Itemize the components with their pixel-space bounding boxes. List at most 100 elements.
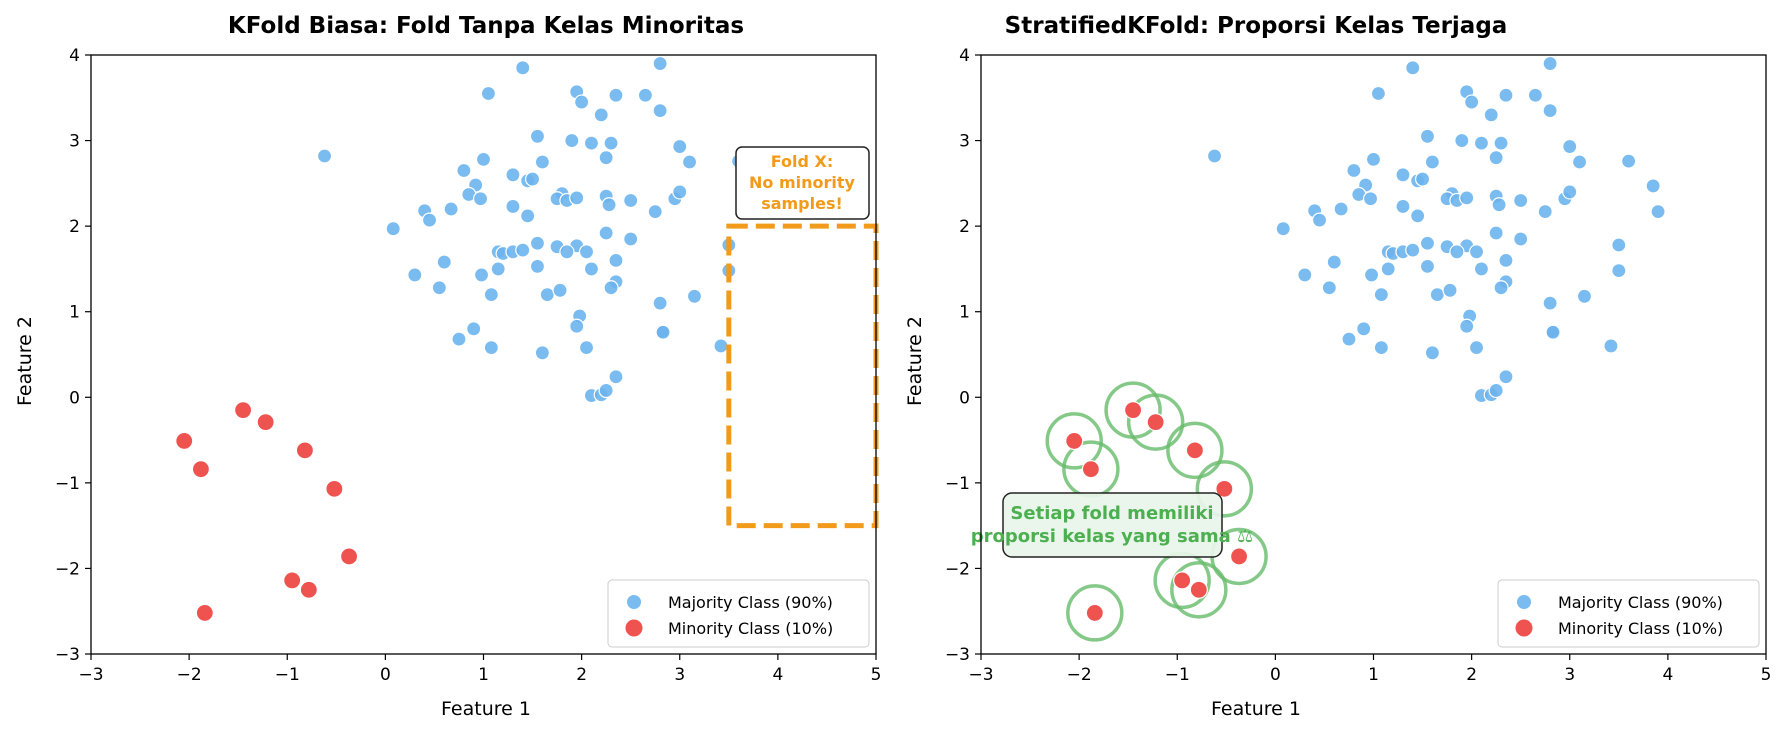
left-y-axis-label: Feature 2 bbox=[14, 316, 36, 406]
right-minority-point bbox=[1229, 547, 1249, 566]
fold-x-annotation-line: samples! bbox=[761, 194, 843, 213]
right-majority-point bbox=[1365, 151, 1382, 167]
left-majority-point bbox=[385, 221, 401, 237]
right-minority-point bbox=[1123, 401, 1143, 420]
right-legend-box bbox=[1497, 579, 1760, 648]
left-legend-minority-label: Minority Class (10%) bbox=[668, 619, 833, 638]
left-majority-point bbox=[672, 138, 688, 155]
left-minority-point bbox=[195, 603, 214, 623]
right-majority-point bbox=[1395, 167, 1411, 183]
right-majority-point bbox=[1297, 267, 1313, 283]
right-minority-point bbox=[1185, 441, 1205, 460]
right-majority-point bbox=[1488, 150, 1504, 166]
left-y-tick-label: 4 bbox=[69, 46, 80, 66]
right-chart-title: StratifiedKFold: Proporsi Kelas Terjaga bbox=[1005, 13, 1508, 39]
right-majority-point bbox=[1405, 242, 1421, 258]
right-majority-point bbox=[1419, 235, 1436, 251]
right-majority-point bbox=[1326, 254, 1342, 270]
right-majority-point bbox=[1311, 212, 1328, 228]
left-y-tick-label: 0 bbox=[69, 388, 80, 408]
left-panel: KFold Biasa: Fold Tanpa Kelas Minoritas … bbox=[14, 13, 881, 720]
left-legend-minority-marker bbox=[625, 619, 643, 637]
left-majority-point bbox=[421, 212, 438, 228]
right-majority-point bbox=[1405, 60, 1421, 76]
left-plot-area: −3 −2 −1 0 1 2 3 4 5 −3 −2 −1 0 1 2 3 4 Fold X: No minorit… bbox=[55, 46, 881, 685]
right-majority-point bbox=[1483, 107, 1499, 123]
right-majority-point bbox=[1468, 340, 1485, 356]
left-legend-majority-label: Majority Class (90%) bbox=[668, 593, 833, 612]
right-majority-point bbox=[1611, 237, 1627, 253]
left-majority-point bbox=[529, 235, 546, 251]
right-legend-minority-marker bbox=[1515, 619, 1533, 637]
right-minority-point bbox=[1215, 479, 1234, 498]
right-majority-point bbox=[1473, 135, 1490, 151]
left-majority-point bbox=[603, 280, 619, 296]
right-x-tick-label: 1 bbox=[1368, 665, 1379, 685]
left-majority-point bbox=[534, 345, 550, 361]
left-y-tick-label: −2 bbox=[55, 559, 80, 579]
left-minority-point bbox=[299, 580, 318, 599]
left-majority-point bbox=[593, 107, 609, 123]
left-y-tick-label: −1 bbox=[55, 474, 80, 494]
left-minority-point bbox=[295, 441, 315, 460]
left-legend-majority-marker bbox=[627, 595, 641, 609]
left-majority-point bbox=[483, 340, 499, 356]
right-plot-area: −3 −2 −1 0 1 2 3 4 5 −3 −2 −1 0 1 2 3 4 Setiap fold memil… bbox=[945, 46, 1771, 685]
right-majority-point bbox=[1488, 382, 1504, 399]
right-majority-point bbox=[1321, 280, 1337, 296]
minority-highlight-ring bbox=[1195, 460, 1254, 518]
left-axes-frame bbox=[90, 54, 877, 655]
left-majority-point bbox=[407, 267, 423, 283]
left-majority-point bbox=[529, 128, 546, 144]
left-majority-point bbox=[655, 324, 671, 340]
left-majority-point bbox=[456, 162, 472, 179]
left-minority-point bbox=[256, 413, 275, 432]
left-chart-title: KFold Biasa: Fold Tanpa Kelas Minoritas bbox=[228, 13, 744, 39]
right-y-tick-label: −3 bbox=[945, 645, 970, 665]
left-x-tick-label: 2 bbox=[576, 665, 587, 685]
left-majority-point bbox=[552, 282, 568, 298]
right-majority-point bbox=[1206, 148, 1223, 164]
right-y-axis-label: Feature 2 bbox=[904, 316, 926, 406]
left-majority-point bbox=[443, 201, 459, 217]
right-minority-point bbox=[1065, 431, 1084, 451]
fold-x-dashed-box bbox=[726, 223, 879, 529]
right-majority-point bbox=[1346, 162, 1362, 179]
right-x-tick-label: −1 bbox=[1165, 665, 1190, 685]
left-x-tick-label: −1 bbox=[275, 665, 300, 685]
left-x-tick-label: 5 bbox=[871, 665, 882, 685]
left-majority-point bbox=[647, 203, 663, 220]
right-x-tick-label: 0 bbox=[1270, 665, 1281, 685]
left-majority-point bbox=[686, 288, 703, 304]
minority-highlight-ring bbox=[1045, 412, 1103, 470]
left-x-tick-label: 3 bbox=[674, 665, 685, 685]
left-y-tick-label: 1 bbox=[69, 303, 80, 323]
right-majority-point bbox=[1380, 261, 1396, 277]
right-x-tick-label: 2 bbox=[1466, 665, 1477, 685]
right-panel: StratifiedKFold: Proporsi Kelas Terjaga … bbox=[904, 13, 1771, 720]
right-majority-point bbox=[1542, 103, 1558, 119]
right-majority-point bbox=[1362, 191, 1379, 207]
left-minority-point bbox=[233, 401, 253, 420]
fold-x-annotation-box bbox=[735, 146, 870, 220]
right-legend-majority-label: Majority Class (90%) bbox=[1558, 593, 1723, 612]
right-majority-point bbox=[1275, 221, 1291, 237]
right-majority-point bbox=[1571, 154, 1588, 170]
left-majority-point bbox=[623, 192, 639, 209]
fold-x-annotation-line: Fold X: bbox=[771, 152, 834, 171]
left-majority-point bbox=[623, 231, 639, 247]
right-majority-point bbox=[1527, 87, 1544, 103]
left-majority-point bbox=[316, 148, 333, 164]
left-majority-point bbox=[578, 244, 595, 260]
stratified-annotation-line: proporsi kelas yang sama ⚖ bbox=[971, 526, 1253, 547]
left-majority-point bbox=[608, 252, 624, 268]
minority-highlight-ring bbox=[1166, 421, 1224, 480]
right-majority-point bbox=[1562, 184, 1578, 200]
left-majority-point bbox=[490, 261, 506, 277]
left-minority-point bbox=[283, 571, 302, 590]
left-x-tick-label: −2 bbox=[177, 665, 202, 685]
right-y-tick-label: 4 bbox=[959, 46, 970, 66]
left-majority-point bbox=[475, 151, 492, 167]
left-x-tick-label: 0 bbox=[380, 665, 391, 685]
right-majority-point bbox=[1545, 324, 1561, 340]
